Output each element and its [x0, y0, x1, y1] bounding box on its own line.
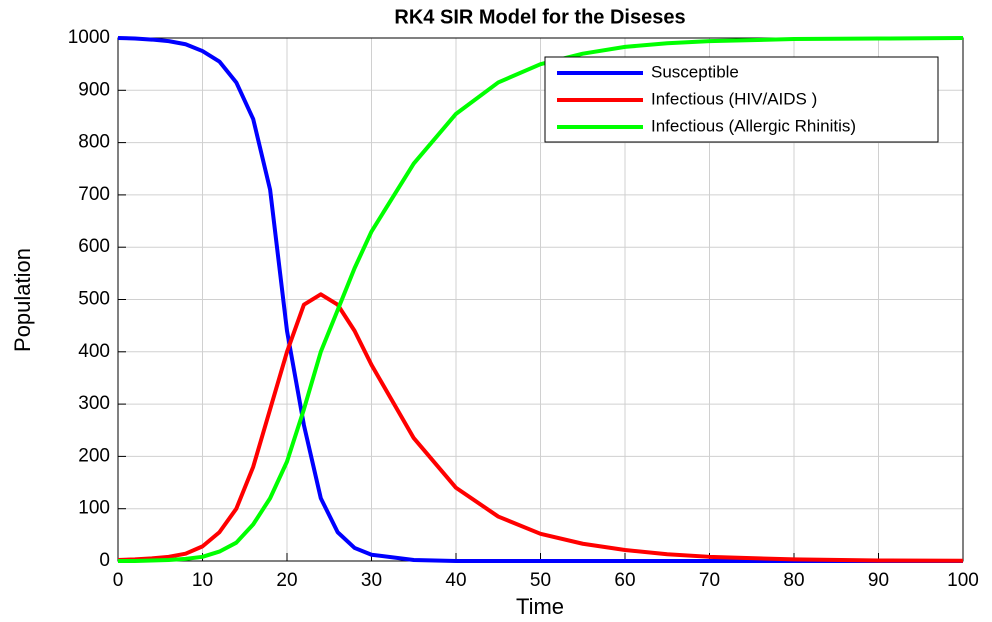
y-axis-label: Population	[10, 248, 35, 352]
series-line	[118, 36, 964, 563]
x-tick-label: 40	[445, 570, 466, 591]
x-tick-label: 70	[699, 570, 720, 591]
x-tick-label: 0	[113, 570, 124, 591]
y-tick-label: 1000	[68, 27, 110, 48]
y-tick-label: 800	[78, 132, 110, 153]
y-tick-label: 400	[78, 341, 110, 362]
y-tick-label: 900	[78, 79, 110, 100]
y-tick-label: 100	[78, 498, 110, 519]
y-tick-label: 300	[78, 393, 110, 414]
x-tick-label: 100	[947, 570, 979, 591]
y-tick-label: 700	[78, 184, 110, 205]
x-tick-label: 80	[783, 570, 804, 591]
legend-label: Infectious (Allergic Rhinitis)	[651, 116, 856, 135]
chart-title: RK4 SIR Model for the Diseses	[394, 6, 685, 28]
x-tick-label: 60	[614, 570, 635, 591]
x-tick-label: 30	[361, 570, 382, 591]
legend-label: Susceptible	[651, 62, 739, 81]
x-tick-label: 90	[868, 570, 889, 591]
legend-label: Infectious (HIV/AIDS )	[651, 89, 817, 108]
x-tick-label: 20	[276, 570, 297, 591]
x-axis-label: Time	[516, 594, 564, 619]
series-line	[117, 36, 963, 563]
y-tick-label: 200	[78, 445, 110, 466]
y-tick-label: 500	[78, 289, 110, 310]
y-tick-label: 600	[78, 236, 110, 257]
x-tick-label: 50	[530, 570, 551, 591]
y-tick-label: 0	[99, 550, 110, 571]
x-tick-label: 10	[192, 570, 213, 591]
